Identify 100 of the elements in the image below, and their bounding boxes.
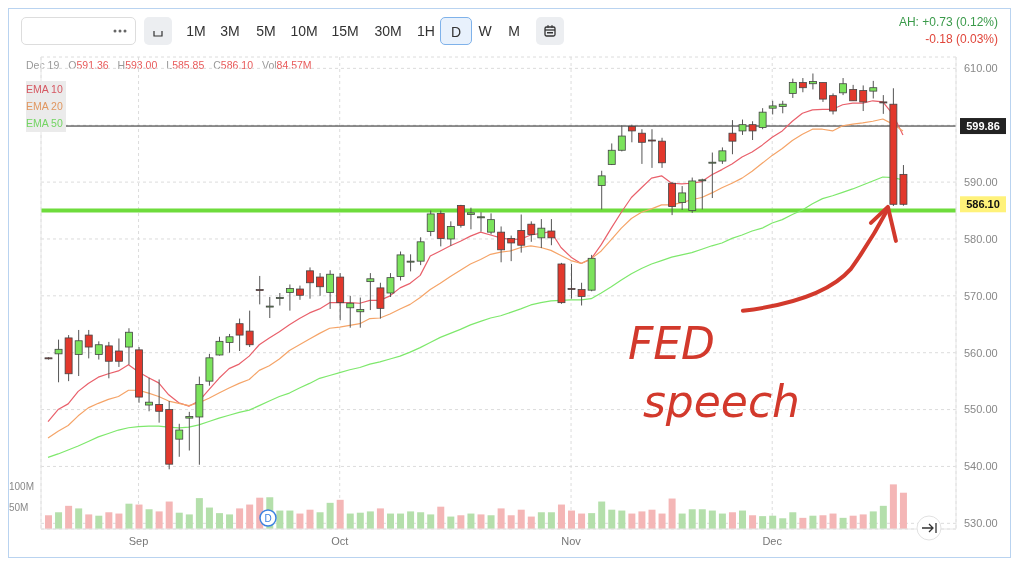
- bar: [547, 512, 555, 529]
- bar: [306, 509, 314, 529]
- text: 1H: [416, 22, 436, 41]
- bar: [487, 515, 495, 529]
- bar: [366, 511, 374, 529]
- text: D: [440, 17, 472, 45]
- candlestick: [698, 178, 707, 210]
- candlestick: [859, 84, 868, 112]
- bar: [75, 508, 83, 529]
- candlestick: [537, 218, 546, 249]
- bar: [849, 515, 857, 529]
- y-tick-label: 550.00: [964, 403, 998, 416]
- bar: [839, 517, 847, 529]
- bar: [165, 501, 173, 529]
- y-tick-label: 580.00: [964, 232, 998, 245]
- bar: [618, 510, 626, 529]
- annotation: O591.36: [68, 59, 109, 71]
- candlestick: [527, 220, 536, 243]
- candlestick: [477, 211, 485, 233]
- candlestick: [638, 128, 646, 165]
- candlestick: [829, 92, 837, 115]
- annotation: H593.00: [117, 59, 158, 71]
- candlestick: [125, 327, 133, 366]
- bar: [708, 510, 716, 529]
- text: 10M: [289, 22, 319, 41]
- bar: [648, 509, 656, 529]
- bar: [155, 511, 163, 529]
- text: EMA 50: [26, 115, 66, 132]
- bar: [386, 513, 394, 529]
- text: 30M: [373, 22, 403, 41]
- candlestick: [235, 318, 244, 352]
- candlestick: [497, 225, 506, 263]
- bar: [688, 509, 696, 529]
- text: EMA 10: [26, 81, 66, 98]
- y2-tick-label: 50M: [9, 502, 29, 514]
- bar: [779, 518, 787, 529]
- candlestick: [84, 329, 93, 359]
- bar: [185, 514, 193, 529]
- bar: [65, 505, 73, 529]
- text: 15M: [330, 22, 360, 41]
- y-tick-label: 540.00: [964, 460, 998, 473]
- candlestick: [547, 218, 556, 246]
- annotation: D: [264, 513, 272, 524]
- candlestick: [487, 212, 495, 235]
- bar: [326, 502, 334, 529]
- bar: [467, 513, 475, 529]
- text: 3M: [219, 22, 241, 41]
- candlestick: [517, 214, 526, 254]
- candlestick: [809, 72, 817, 90]
- candlestick: [74, 329, 83, 377]
- candlestick: [597, 170, 606, 210]
- bar: [809, 515, 817, 529]
- candlestick: [708, 152, 717, 199]
- bar: [286, 510, 294, 529]
- bar: [407, 511, 415, 529]
- candlestick: [185, 411, 194, 452]
- candlestick: [145, 377, 153, 412]
- bar: [628, 513, 636, 529]
- annotation: FED speech: [627, 317, 800, 427]
- y2-tick-label: 100M: [9, 480, 35, 492]
- bar: [728, 512, 736, 529]
- ref-line-label: 599.86: [966, 120, 1000, 133]
- bar: [517, 509, 525, 529]
- bar: [638, 511, 646, 529]
- bar: [236, 508, 244, 529]
- bar: [497, 508, 505, 529]
- bar: [658, 513, 666, 529]
- bar: [899, 492, 907, 529]
- bar: [457, 515, 465, 529]
- y-tick-label: 560.00: [964, 346, 998, 359]
- bar: [598, 501, 606, 529]
- candlestick: [94, 340, 103, 361]
- bar: [316, 512, 324, 529]
- candlestick: [115, 337, 123, 368]
- candlestick: [326, 269, 335, 310]
- bar: [759, 516, 767, 529]
- candlestick: [356, 297, 365, 329]
- candlestick: [265, 296, 274, 319]
- text: W: [477, 22, 493, 41]
- bar: [125, 503, 133, 529]
- bar: [85, 514, 93, 529]
- candlestick: [245, 310, 254, 348]
- bar: [175, 512, 183, 529]
- bar: [739, 510, 747, 529]
- bar: [668, 498, 676, 529]
- candlestick: [819, 82, 827, 103]
- candlestick: [104, 341, 113, 379]
- candlestick: [798, 77, 807, 93]
- y-tick-label: 610.00: [964, 62, 998, 75]
- candlestick: [175, 423, 184, 458]
- bar: [889, 484, 897, 529]
- text: AH: +0.73 (0.12%): [898, 15, 998, 29]
- text: 1M: [185, 22, 207, 41]
- bar: [829, 513, 837, 529]
- candlestick: [155, 378, 164, 424]
- bar: [477, 514, 485, 529]
- bar: [799, 517, 807, 529]
- x-tick-label: Sep: [128, 534, 149, 547]
- x-tick-label: Dec: [762, 534, 783, 547]
- candlestick: [255, 275, 264, 305]
